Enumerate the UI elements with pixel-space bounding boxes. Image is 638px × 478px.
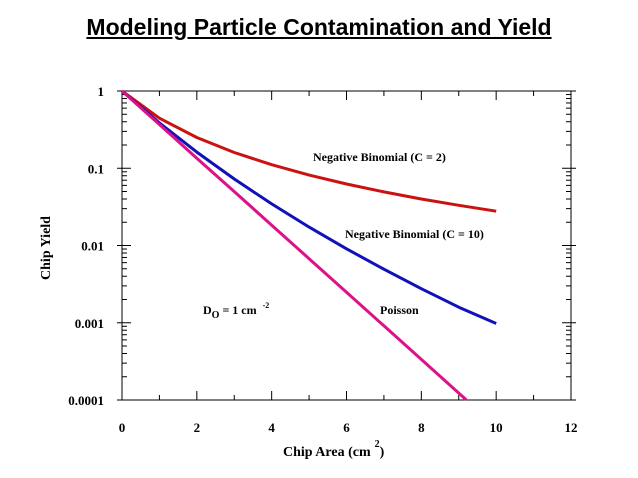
series-line-0 bbox=[121, 89, 497, 213]
slide-title: Modeling Particle Contamination and Yiel… bbox=[86, 14, 552, 40]
series-lines bbox=[120, 89, 497, 401]
y-tick-label: 0.0001 bbox=[68, 393, 104, 408]
y-tick-label: 0.001 bbox=[75, 316, 104, 331]
y-tick-label: 1 bbox=[98, 84, 105, 99]
series-label-poisson: Poisson bbox=[380, 303, 419, 317]
x-tick-label: 4 bbox=[268, 420, 275, 435]
series-line-1 bbox=[121, 89, 497, 325]
x-tick-label: 0 bbox=[119, 420, 126, 435]
defect-density-annotation: DO = 1 cm -2 bbox=[203, 301, 269, 321]
x-tick-label: 12 bbox=[565, 420, 578, 435]
y-tick-label: 0.01 bbox=[81, 239, 104, 254]
series-label-c2: Negative Binomial (C = 2) bbox=[313, 150, 446, 164]
x-tick-label: 10 bbox=[490, 420, 503, 435]
x-tick-label: 2 bbox=[194, 420, 201, 435]
plot-frame bbox=[121, 90, 572, 401]
series-line-2 bbox=[120, 89, 468, 401]
tick-labels: 0 2 4 6 8 10 12 1 0.1 0.01 0.001 0.0001 bbox=[68, 84, 577, 435]
x-tick-label: 6 bbox=[343, 420, 350, 435]
tick-marks bbox=[117, 90, 576, 401]
x-axis-label: Chip Area (cm2) bbox=[283, 439, 385, 460]
series-label-c10: Negative Binomial (C = 10) bbox=[345, 227, 484, 241]
y-tick-label: 0.1 bbox=[88, 161, 104, 176]
y-axis-label: Chip Yield bbox=[39, 216, 54, 280]
x-tick-label: 8 bbox=[418, 420, 425, 435]
